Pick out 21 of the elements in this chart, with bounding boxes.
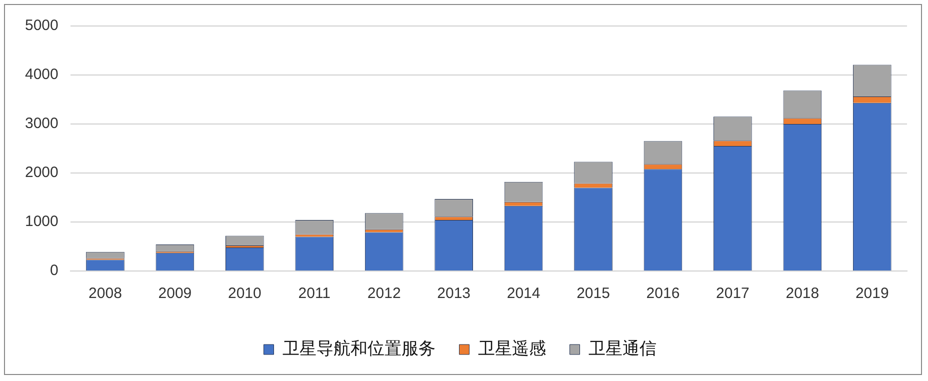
legend-label: 卫星遥感 (478, 338, 546, 359)
x-tick-label: 2012 (367, 285, 401, 302)
y-tick-label: 1000 (24, 213, 58, 230)
x-tick-label: 2016 (646, 285, 680, 302)
y-tick-label: 5000 (24, 17, 58, 34)
x-tick-label: 2015 (576, 285, 610, 302)
x-tick-label: 2014 (506, 285, 540, 302)
legend-label: 卫星通信 (588, 338, 656, 359)
y-tick-label: 4000 (24, 66, 58, 84)
legend-label: 卫星导航和位置服务 (282, 338, 436, 359)
y-tick-label: 3000 (24, 115, 58, 132)
x-tick-label: 2008 (88, 285, 122, 302)
x-tick-label: 2010 (228, 285, 262, 302)
x-tick-label: 2017 (716, 285, 750, 302)
x-tick-label: 2011 (298, 285, 331, 302)
x-tick-label: 2009 (158, 285, 192, 302)
x-tick-label: 2013 (437, 285, 471, 302)
y-tick-label: 2000 (24, 164, 58, 182)
x-tick-label: 2019 (855, 285, 889, 302)
x-tick-label: 2018 (786, 285, 820, 302)
y-tick-label: 0 (50, 262, 58, 280)
